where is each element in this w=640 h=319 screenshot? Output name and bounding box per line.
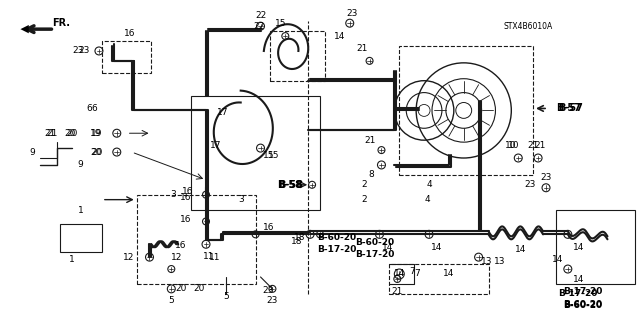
- Text: 23: 23: [346, 9, 357, 18]
- Text: 20: 20: [65, 129, 76, 138]
- Text: 20: 20: [92, 148, 102, 157]
- Text: 6: 6: [86, 104, 92, 113]
- Bar: [399, 46, 533, 175]
- Text: 21: 21: [47, 129, 58, 138]
- Text: B-60-20: B-60-20: [355, 238, 394, 247]
- Text: 21: 21: [356, 44, 367, 54]
- Text: 20: 20: [193, 284, 205, 293]
- Text: 21: 21: [392, 287, 403, 296]
- Text: 5: 5: [168, 296, 174, 305]
- Text: 3: 3: [170, 190, 176, 199]
- Bar: [102, 41, 152, 73]
- Text: 14: 14: [552, 255, 564, 263]
- Text: 23: 23: [524, 180, 536, 189]
- Text: 17: 17: [217, 108, 228, 117]
- Text: 18: 18: [294, 233, 305, 242]
- Bar: [556, 210, 636, 284]
- Text: 19: 19: [90, 129, 102, 138]
- Text: 23: 23: [540, 173, 552, 182]
- Text: 11: 11: [204, 252, 215, 261]
- Text: 18: 18: [291, 237, 302, 246]
- Text: 2: 2: [362, 195, 367, 204]
- Text: STX4B6010A: STX4B6010A: [504, 22, 553, 31]
- Text: 16: 16: [180, 193, 191, 202]
- Text: 15: 15: [268, 151, 280, 160]
- Text: 16: 16: [124, 29, 136, 38]
- Text: FR.: FR.: [52, 18, 70, 28]
- Text: 2: 2: [362, 180, 367, 189]
- Text: 20: 20: [67, 129, 78, 138]
- Text: B-60-20: B-60-20: [317, 233, 356, 242]
- Bar: [389, 264, 488, 294]
- Text: B-17-20: B-17-20: [355, 250, 394, 259]
- Text: 8: 8: [369, 170, 374, 179]
- Text: 1: 1: [78, 206, 84, 215]
- Text: 15: 15: [275, 19, 286, 28]
- Text: 21: 21: [364, 136, 375, 145]
- Text: 21: 21: [534, 141, 546, 150]
- Text: B-57: B-57: [556, 103, 581, 114]
- Text: B-57: B-57: [558, 103, 583, 114]
- Bar: [191, 96, 320, 210]
- Text: 14: 14: [334, 32, 346, 41]
- Text: 23: 23: [78, 47, 90, 56]
- Text: 16: 16: [175, 241, 186, 250]
- Text: 5: 5: [223, 292, 228, 301]
- Text: 13: 13: [493, 256, 505, 266]
- Text: 23: 23: [267, 296, 278, 305]
- Text: B-17-20: B-17-20: [317, 245, 356, 254]
- Text: 7: 7: [414, 270, 420, 278]
- Text: B-60-20: B-60-20: [563, 301, 602, 310]
- Text: B-17-20: B-17-20: [558, 289, 598, 298]
- Text: 14: 14: [394, 270, 405, 278]
- Text: B-58: B-58: [277, 180, 302, 190]
- Text: 14: 14: [381, 243, 393, 252]
- Text: B-60-20: B-60-20: [563, 300, 602, 309]
- Text: 3: 3: [238, 195, 244, 204]
- Text: 16: 16: [182, 187, 193, 196]
- Text: 21: 21: [45, 129, 56, 138]
- Text: 14: 14: [573, 243, 584, 252]
- Bar: [136, 195, 255, 284]
- Text: 6: 6: [91, 104, 97, 113]
- Text: 10: 10: [508, 141, 519, 150]
- Text: 11: 11: [209, 253, 220, 262]
- Text: 10: 10: [504, 141, 516, 150]
- Text: 20: 20: [175, 284, 187, 293]
- Text: B-17-20: B-17-20: [563, 287, 602, 296]
- Text: 12: 12: [124, 253, 134, 262]
- Text: 22: 22: [253, 22, 264, 31]
- Text: 9: 9: [77, 160, 83, 169]
- Text: 13: 13: [481, 256, 492, 266]
- Text: 1: 1: [69, 255, 75, 263]
- Bar: [271, 31, 325, 81]
- Text: 21: 21: [527, 141, 539, 150]
- Text: 23: 23: [263, 286, 274, 295]
- Bar: [60, 225, 102, 252]
- Text: 16: 16: [262, 223, 274, 232]
- Text: 20: 20: [90, 148, 102, 157]
- Text: 4: 4: [424, 195, 430, 204]
- Text: 17: 17: [210, 141, 221, 150]
- Text: 23: 23: [73, 47, 84, 56]
- Text: 4: 4: [426, 180, 432, 189]
- Text: 14: 14: [515, 245, 526, 254]
- Text: B-58: B-58: [278, 180, 303, 190]
- Text: 9: 9: [29, 148, 35, 157]
- Text: 15: 15: [262, 151, 274, 160]
- Text: 12: 12: [171, 253, 182, 262]
- Text: 14: 14: [573, 275, 584, 285]
- Text: 14: 14: [431, 243, 442, 252]
- Text: 16: 16: [180, 215, 191, 224]
- Text: 7: 7: [410, 266, 415, 276]
- Text: 22: 22: [255, 11, 266, 20]
- Text: 19: 19: [92, 129, 102, 138]
- Text: 14: 14: [443, 270, 454, 278]
